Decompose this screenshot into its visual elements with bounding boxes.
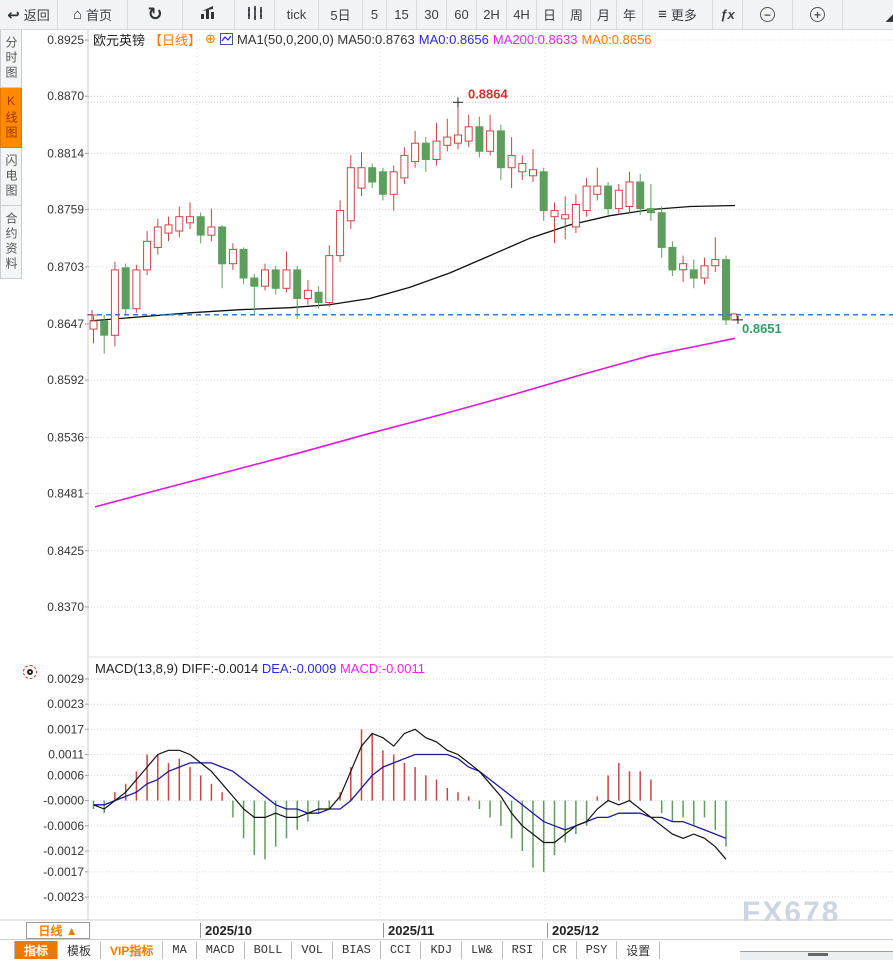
back-button[interactable]: ↩ 返回 xyxy=(0,0,58,29)
sidebar-item[interactable]: 闪电图 xyxy=(0,148,22,206)
indicator-tab[interactable]: LW& xyxy=(462,941,503,959)
interval-tick-button[interactable]: tick xyxy=(275,0,319,29)
interval-month-button[interactable]: 月 xyxy=(591,0,617,29)
zoom-out-button[interactable]: − xyxy=(743,0,793,29)
indicator-tab[interactable]: MACD xyxy=(196,941,245,959)
interval-15min-button[interactable]: 15 xyxy=(387,0,417,29)
svg-text:0.0011: 0.0011 xyxy=(48,748,84,762)
top-toolbar: ↩ 返回 ⌂ 首页 ↻ tick 5日 5 15 30 60 2H 4H 日 周 xyxy=(0,0,893,30)
svg-text:0.0017: 0.0017 xyxy=(47,722,84,736)
xaxis-row: 日线 ▲ 2025/10 2025/11 2025/12 xyxy=(0,921,893,940)
interval-2h-button[interactable]: 2H xyxy=(477,0,507,29)
indicator-tab[interactable]: BOLL xyxy=(244,941,293,959)
macd-dea-label: DEA:-0.0009 xyxy=(261,661,337,676)
ma0-blue-label: MA0:0.8656 xyxy=(418,31,489,47)
expand-icon[interactable]: ⊕ xyxy=(205,31,216,46)
sidebar-item[interactable]: K线图 xyxy=(0,88,22,148)
indicator-tab[interactable]: CCI xyxy=(380,941,422,959)
svg-text:-0.0000: -0.0000 xyxy=(43,794,84,808)
draw-tool-button[interactable]: ◢ xyxy=(843,0,893,29)
indicator-tab[interactable]: CR xyxy=(543,941,577,959)
xaxis-label-dec: 2025/12 xyxy=(547,923,599,938)
ma-settings-label: MA1(50,0,200,0) MA50:0.8763 xyxy=(236,31,415,47)
svg-text:-0.0012: -0.0012 xyxy=(43,844,84,858)
back-arrow-icon: ↩ xyxy=(7,6,20,24)
svg-text:0.8703: 0.8703 xyxy=(47,260,84,274)
indicator-fx-button[interactable]: ƒx xyxy=(713,0,743,29)
interval-60min-button[interactable]: 60 xyxy=(447,0,477,29)
refresh-icon: ↻ xyxy=(147,4,163,24)
svg-text:0.8870: 0.8870 xyxy=(47,89,84,103)
more-button[interactable]: ≡ 更多 xyxy=(643,0,713,29)
interval-week-button[interactable]: 周 xyxy=(563,0,591,29)
svg-text:0.8481: 0.8481 xyxy=(47,487,84,501)
interval-day-button[interactable]: 日 xyxy=(537,0,563,29)
svg-text:0.0006: 0.0006 xyxy=(47,768,84,782)
svg-text:0.8814: 0.8814 xyxy=(47,146,84,160)
svg-text:0.8647: 0.8647 xyxy=(47,317,84,331)
sidebar-item[interactable]: 合约资料 xyxy=(0,206,22,279)
chart-header: 欧元英镑 【日线】 ⊕ MA1(50,0,200,0) MA50:0.8763 M… xyxy=(93,31,652,48)
home-button[interactable]: ⌂ 首页 xyxy=(58,0,128,29)
svg-text:0.8651: 0.8651 xyxy=(742,321,782,336)
zoom-out-icon: − xyxy=(760,7,775,22)
home-icon: ⌂ xyxy=(72,6,83,23)
indicator-tabbar: 指标 模板 VIP指标 MA MACD BOLL VOL BIAS CCI KD… xyxy=(0,940,893,960)
svg-text:0.8925: 0.8925 xyxy=(47,33,84,47)
candle-chart-button[interactable] xyxy=(235,0,275,29)
interval-year-button[interactable]: 年 xyxy=(617,0,643,29)
svg-text:0.8759: 0.8759 xyxy=(47,203,84,217)
svg-text:0.8592: 0.8592 xyxy=(47,373,84,387)
svg-text:0.0029: 0.0029 xyxy=(47,672,84,686)
indicator-tab[interactable]: VIP指标 xyxy=(101,941,164,959)
indicator-tab[interactable]: BIAS xyxy=(333,941,381,959)
xaxis-label-oct: 2025/10 xyxy=(200,923,252,938)
zoom-in-button[interactable]: + xyxy=(793,0,843,29)
period-selector[interactable]: 日线 ▲ xyxy=(26,922,90,939)
interval-4h-button[interactable]: 4H xyxy=(507,0,537,29)
svg-text:0.8425: 0.8425 xyxy=(47,544,84,558)
indicator-tab[interactable]: 设置 xyxy=(617,941,661,959)
ma0-orange-label: MA0:0.8656 xyxy=(581,31,652,47)
macd-value-label: MACD:-0.0011 xyxy=(339,661,425,676)
symbol-name: 欧元英镑 xyxy=(93,32,146,48)
interval-5day-button[interactable]: 5日 xyxy=(319,0,363,29)
symbol-period: 【日线】 xyxy=(149,32,202,48)
indicator-tab[interactable]: KDJ xyxy=(421,941,463,959)
indicator-tab[interactable]: MA xyxy=(163,941,197,959)
macd-diff-label: MACD(13,8,9) DIFF:-0.0014 xyxy=(95,661,259,676)
interval-30min-button[interactable]: 30 xyxy=(417,0,447,29)
indicator-tab[interactable]: 指标 xyxy=(14,941,59,959)
sidebar-item[interactable]: 分时图 xyxy=(0,30,22,88)
mini-chart-icon[interactable] xyxy=(219,33,233,45)
ma200-label: MA200:0.8633 xyxy=(492,31,578,47)
indicator-settings-icon[interactable] xyxy=(23,665,37,679)
svg-text:0.8370: 0.8370 xyxy=(47,600,84,614)
interval-5min-button[interactable]: 5 xyxy=(363,0,387,29)
volume-chart-button[interactable] xyxy=(183,0,235,29)
macd-header: MACD(13,8,9) DIFF:-0.0014 DEA:-0.0009 MA… xyxy=(95,661,425,676)
chart-canvas[interactable]: 0.8925 0.8870 0.8814 0.8759 0.8703 0.8647 0.85… xyxy=(0,30,893,921)
svg-text:-0.0017: -0.0017 xyxy=(43,865,84,879)
draw-tool-icon: ◢ xyxy=(885,6,893,24)
window-corner-strip xyxy=(740,951,893,960)
chart-type-sidebar: 分时图 K线图 闪电图 合约资料 xyxy=(0,30,22,279)
indicator-tab[interactable]: 模板 xyxy=(58,941,102,959)
svg-text:0.0023: 0.0023 xyxy=(47,697,84,711)
svg-text:0.8864: 0.8864 xyxy=(468,86,509,101)
svg-text:0.8536: 0.8536 xyxy=(47,430,84,444)
xaxis-label-nov: 2025/11 xyxy=(383,923,434,938)
indicator-tab[interactable]: PSY xyxy=(576,941,618,959)
svg-text:-0.0023: -0.0023 xyxy=(43,890,84,904)
menu-lines-icon: ≡ xyxy=(658,6,667,23)
indicator-tab[interactable]: RSI xyxy=(502,941,544,959)
candlestick-icon xyxy=(247,5,263,24)
indicator-tab[interactable]: VOL xyxy=(292,941,334,959)
svg-text:-0.0006: -0.0006 xyxy=(43,819,84,833)
zoom-in-icon: + xyxy=(810,7,825,22)
bar-chart-icon xyxy=(200,5,218,24)
refresh-button[interactable]: ↻ xyxy=(128,0,183,29)
